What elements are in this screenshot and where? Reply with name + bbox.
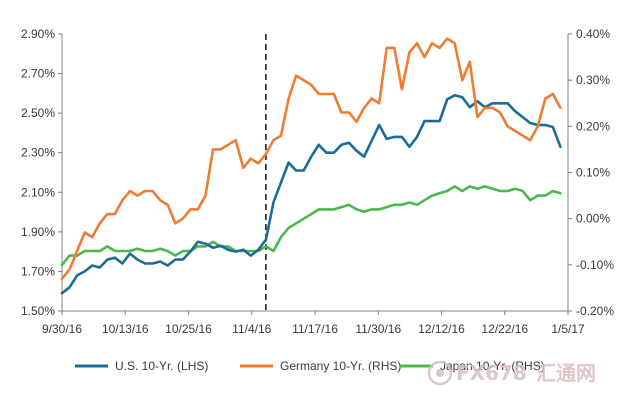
series-line-2 xyxy=(60,185,562,267)
watermark-text-cn: 汇通网 xyxy=(536,361,596,385)
x-tick-label: 9/30/16 xyxy=(42,322,82,336)
legend-label-0: U.S. 10-Yr. (LHS) xyxy=(115,359,208,373)
watermark: FX678 汇通网 xyxy=(427,360,596,386)
x-tick-label: 1/5/17 xyxy=(551,322,585,336)
x-tick-label: 11/4/16 xyxy=(232,322,271,336)
left-y-tick-labels: 1.50% 1.70% 1.90% 2.10% 2.30% 2.50% 2.70% 2.90% xyxy=(21,27,62,318)
series-layer xyxy=(60,37,562,295)
legend-label-2: Japan 10-Yr. (RHS) xyxy=(440,359,545,373)
left-y-tick-label: 1.70% xyxy=(21,264,55,278)
series-line-1 xyxy=(60,37,562,281)
x-tick-label: 10/13/16 xyxy=(102,322,149,336)
right-y-tick-label: 0.30% xyxy=(576,73,610,87)
legend-label-1: Germany 10-Yr. (RHS) xyxy=(280,359,401,373)
left-y-tick-label: 2.70% xyxy=(21,67,55,81)
left-y-tick-label: 2.50% xyxy=(21,106,55,120)
chart-axes xyxy=(61,34,569,312)
left-y-tick-label: 1.90% xyxy=(21,225,55,239)
right-y-tick-labels: -0.20% -0.10% 0.00% 0.10% 0.20% 0.30% 0.40% xyxy=(568,27,614,318)
watermark-text: FX678 xyxy=(456,361,527,385)
left-y-tick-label: 2.30% xyxy=(21,146,55,160)
watermark-logo-icon xyxy=(427,360,453,386)
x-tick-label: 11/30/16 xyxy=(355,322,401,336)
x-tick-label: 12/22/16 xyxy=(481,322,528,336)
right-y-tick-label: 0.20% xyxy=(576,119,610,133)
x-tick-label: 10/25/16 xyxy=(165,322,212,336)
right-y-tick-label: -0.20% xyxy=(576,304,614,318)
x-tick-labels: 9/30/16 10/13/16 10/25/16 11/4/16 11/17/16 11… xyxy=(42,311,585,336)
x-tick-label: 12/12/16 xyxy=(418,322,465,336)
right-y-tick-label: 0.00% xyxy=(576,212,610,226)
watermark-logo-icon-inner xyxy=(436,369,444,377)
series-line-0 xyxy=(60,94,562,295)
right-y-tick-label: -0.10% xyxy=(576,258,614,272)
right-y-tick-label: 0.40% xyxy=(576,27,610,41)
left-y-tick-label: 1.50% xyxy=(21,304,55,318)
right-y-tick-label: 0.10% xyxy=(576,166,610,180)
legend: U.S. 10-Yr. (LHS) Germany 10-Yr. (RHS) Jap… xyxy=(75,359,545,373)
left-y-tick-label: 2.90% xyxy=(21,27,55,41)
x-tick-label: 11/17/16 xyxy=(292,322,338,336)
left-y-tick-label: 2.10% xyxy=(21,185,55,199)
